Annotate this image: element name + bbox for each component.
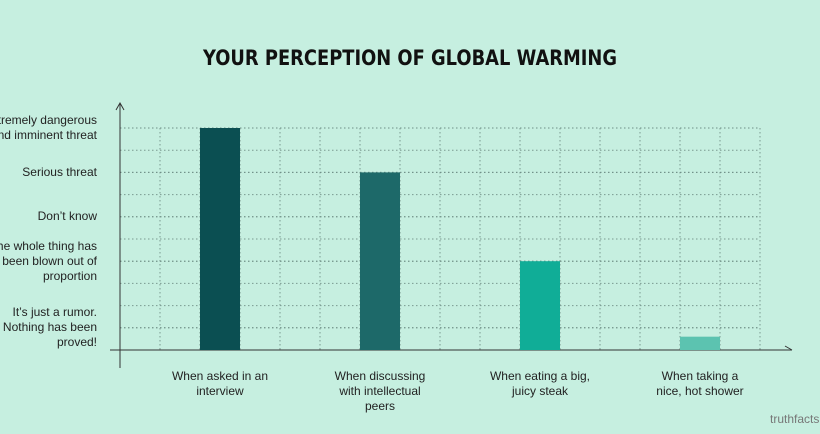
y-axis xyxy=(115,101,125,368)
x-tick-label: When eating a big, juicy steak xyxy=(489,369,591,398)
chart-title: YOUR PERCEPTION OF GLOBAL WARMING xyxy=(202,46,618,70)
bar xyxy=(680,336,720,350)
bar xyxy=(200,128,240,350)
bar xyxy=(360,172,400,350)
credit: truthfacts xyxy=(770,412,820,426)
x-tick-label: When taking a nice, hot shower xyxy=(656,369,744,398)
y-tick-label: It’s just a rumor. Nothing has been prov… xyxy=(2,305,97,350)
y-tick-label: Serious threat xyxy=(22,164,97,179)
x-tick-label: When asked in an interview xyxy=(171,369,269,398)
y-tick-label: Extremely dangerous and imminent threat xyxy=(0,113,97,142)
y-tick-label: The whole thing has been blown out of pr… xyxy=(0,238,97,283)
x-tick-label: When discussing with intellectual peers xyxy=(334,369,426,413)
y-tick-label: Don’t know xyxy=(37,209,97,224)
bar xyxy=(520,261,560,350)
